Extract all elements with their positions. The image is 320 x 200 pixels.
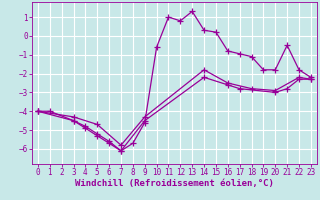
X-axis label: Windchill (Refroidissement éolien,°C): Windchill (Refroidissement éolien,°C) (75, 179, 274, 188)
